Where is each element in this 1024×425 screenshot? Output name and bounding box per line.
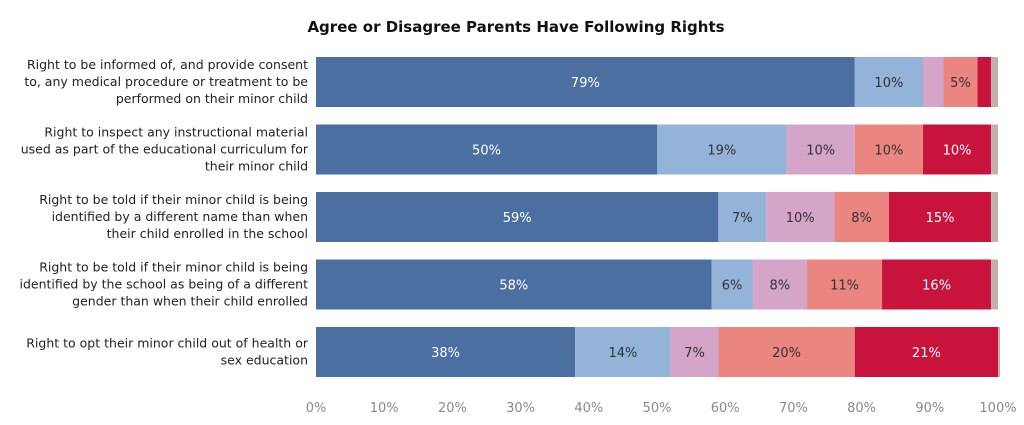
data-label: 6% xyxy=(722,279,743,294)
x-tick-label: 30% xyxy=(506,401,535,416)
chart-title: Agree or Disagree Parents Have Following… xyxy=(0,18,1024,37)
category-label-line: performed on their minor child xyxy=(116,91,308,106)
bars: 79% 10% 5% 50% 19% 10% 10% 10% 59% 7% 10% 8% 15% 58% 6… xyxy=(316,57,1001,377)
category-label: Right to be told if their minor child is… xyxy=(19,260,308,309)
data-label: 10% xyxy=(806,144,835,159)
bar-segment xyxy=(977,57,992,107)
category-label-line: their child enrolled in the school xyxy=(107,226,308,241)
bar-segment xyxy=(922,124,992,175)
category-label-line: gender than when their child enrolled xyxy=(72,294,308,309)
bar-segment xyxy=(316,192,719,242)
bar-segment xyxy=(854,124,923,175)
data-label: 10% xyxy=(943,144,972,159)
bar-segment xyxy=(888,192,992,242)
category-label-line: identified by the school as being of a d… xyxy=(19,277,308,292)
x-tick-label: 60% xyxy=(711,401,740,416)
bar-segment xyxy=(316,124,657,175)
bar-segment xyxy=(670,327,719,377)
bar-segment xyxy=(991,259,998,310)
bar-segment xyxy=(991,192,998,242)
bar-segment xyxy=(711,259,753,310)
x-tick-label: 90% xyxy=(915,401,944,416)
category-label-line: used as part of the educational curricul… xyxy=(21,142,309,157)
bar-segment xyxy=(834,192,889,242)
bar-segment xyxy=(718,327,855,377)
category-label-line: Right to be informed of, and provide con… xyxy=(27,57,308,72)
data-label: 19% xyxy=(707,144,736,159)
data-label: 79% xyxy=(571,76,600,91)
bar-segment xyxy=(998,327,1001,377)
data-label: 59% xyxy=(503,211,532,226)
bar-segment xyxy=(766,192,835,242)
bar-segment xyxy=(807,259,883,310)
data-label: 38% xyxy=(431,346,460,361)
data-label: 7% xyxy=(684,346,705,361)
category-label-line: Right to be told if their minor child is… xyxy=(39,260,308,275)
x-tick-label: 20% xyxy=(438,401,467,416)
data-label: 8% xyxy=(851,211,872,226)
data-label: 10% xyxy=(874,76,903,91)
bar-segment xyxy=(316,259,712,310)
category-label-line: Right to inspect any instructional mater… xyxy=(44,125,308,140)
data-label: 11% xyxy=(830,279,859,294)
category-label: Right to opt their minor child out of he… xyxy=(26,336,309,368)
data-label: 16% xyxy=(922,279,951,294)
data-label: 8% xyxy=(769,279,790,294)
data-label: 21% xyxy=(912,346,941,361)
category-labels: Right to be informed of, and provide con… xyxy=(19,57,308,368)
data-label: 15% xyxy=(926,211,955,226)
bar-segment xyxy=(786,124,855,175)
bar-segment xyxy=(882,259,992,310)
x-tick-label: 70% xyxy=(779,401,808,416)
x-tick-label: 10% xyxy=(370,401,399,416)
x-axis: 0% 10% 20% 30% 40% 50% 60% 70% 80% 90% 100% xyxy=(306,401,1017,416)
category-label: Right to be told if their minor child is… xyxy=(39,192,308,241)
data-label: 10% xyxy=(786,211,815,226)
bar-segment xyxy=(316,57,855,107)
category-label-line: identified by a different name than when xyxy=(52,209,308,224)
bar-segment xyxy=(316,327,576,377)
bar-segment xyxy=(854,57,923,107)
bar-segment xyxy=(943,57,978,107)
bar-segment xyxy=(718,192,767,242)
x-tick-label: 40% xyxy=(574,401,603,416)
data-label: 7% xyxy=(732,211,753,226)
bar-segment xyxy=(922,57,944,107)
x-tick-label: 50% xyxy=(643,401,672,416)
bar-segment xyxy=(657,124,787,175)
data-label: 5% xyxy=(950,76,971,91)
bar-segment xyxy=(575,327,671,377)
category-label-line: to, any medical procedure or treatment t… xyxy=(24,74,308,89)
bar-segment xyxy=(752,259,808,310)
data-label: 10% xyxy=(874,144,903,159)
data-label: 20% xyxy=(772,346,801,361)
x-tick-label: 100% xyxy=(979,401,1016,416)
data-label: 50% xyxy=(472,144,501,159)
x-tick-label: 80% xyxy=(847,401,876,416)
category-label-line: sex education xyxy=(221,353,308,368)
category-label-line: Right to opt their minor child out of he… xyxy=(26,336,309,351)
category-label-line: Right to be told if their minor child is… xyxy=(39,192,308,207)
bar-segment xyxy=(991,124,998,175)
data-label: 58% xyxy=(499,279,528,294)
bar-segment xyxy=(991,57,998,107)
x-tick-label: 0% xyxy=(306,401,327,416)
chart-title-text: Agree or Disagree Parents Have Following… xyxy=(307,18,725,36)
bar-segment xyxy=(854,327,998,377)
category-label-line: their minor child xyxy=(205,159,308,174)
data-label: 14% xyxy=(608,346,637,361)
category-label: Right to inspect any instructional mater… xyxy=(21,125,309,174)
category-label: Right to be informed of, and provide con… xyxy=(24,57,308,106)
